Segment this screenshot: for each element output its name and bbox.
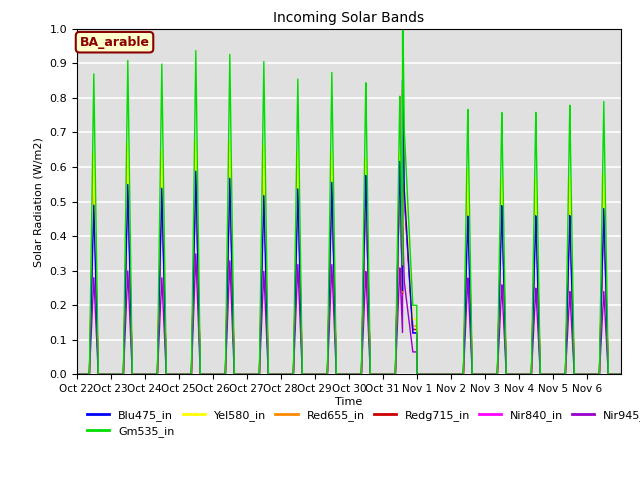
- Legend: Blu475_in, Gm535_in, Yel580_in, Red655_in, Redg715_in, Nir840_in, Nir945_in: Blu475_in, Gm535_in, Yel580_in, Red655_i…: [83, 405, 640, 442]
- Title: Incoming Solar Bands: Incoming Solar Bands: [273, 11, 424, 25]
- Y-axis label: Solar Radiation (W/m2): Solar Radiation (W/m2): [34, 137, 44, 266]
- Text: BA_arable: BA_arable: [79, 36, 150, 48]
- X-axis label: Time: Time: [335, 397, 362, 407]
